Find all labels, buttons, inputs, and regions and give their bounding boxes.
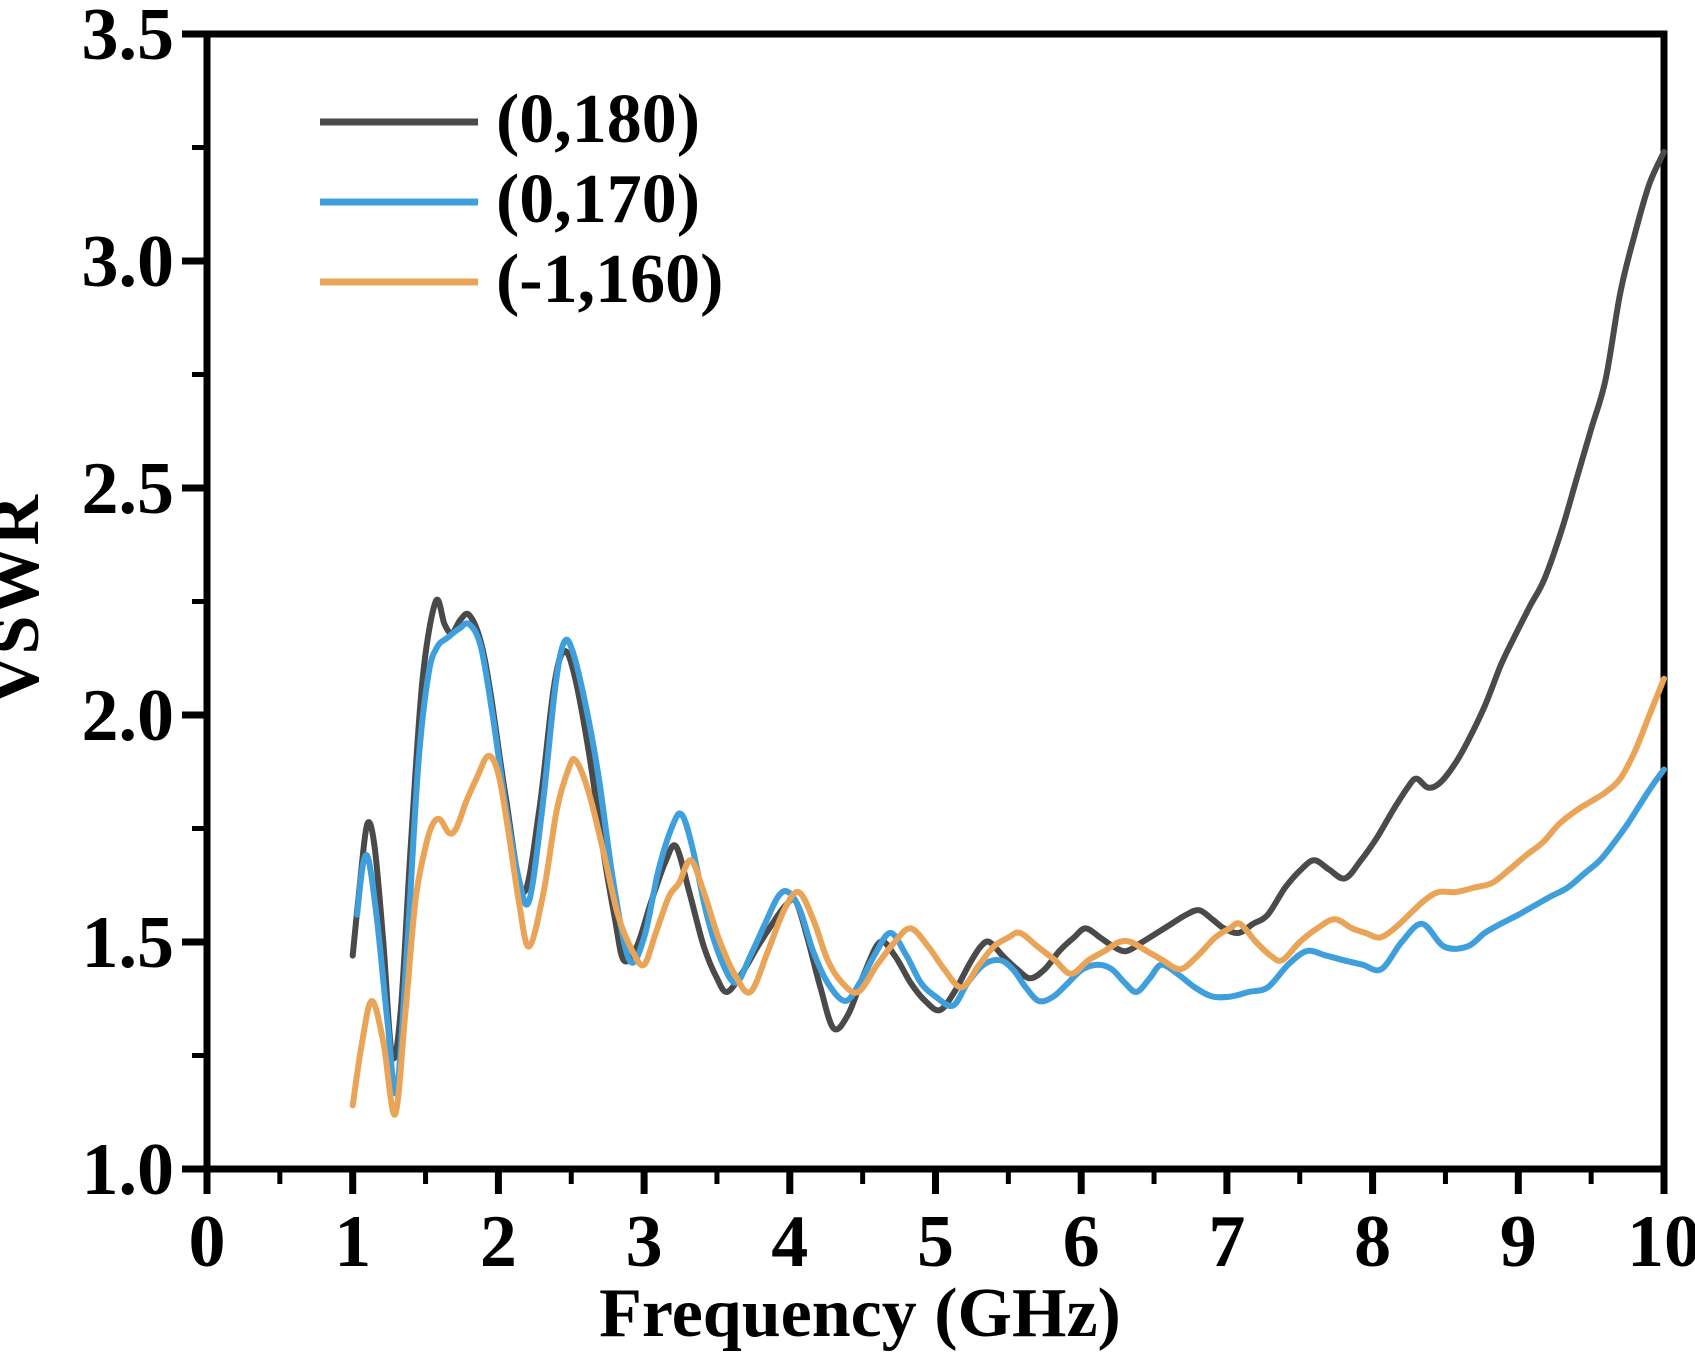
legend-row-neg1-160: (-1,160) (320, 241, 723, 318)
y-tick-label: 1.0 (82, 1129, 175, 1211)
legend-row-0-180: (0,180) (320, 81, 700, 158)
x-tick-label: 7 (1208, 1201, 1245, 1283)
y-axis-title: VSWR (0, 494, 54, 705)
x-tick-label: 9 (1500, 1201, 1537, 1283)
x-tick-label: 8 (1354, 1201, 1391, 1283)
y-tick-label: 3.0 (82, 221, 175, 303)
legend-label-0-170: (0,170) (496, 161, 700, 238)
x-tick-label: 5 (917, 1201, 954, 1283)
x-tick-label: 3 (626, 1201, 663, 1283)
x-tick-label: 0 (189, 1201, 226, 1283)
series-curve-(-1,160) (349, 675, 1667, 1118)
tick-labels: 0 1 2 3 4 5 6 7 8 9 10 1.0 1.5 2.0 2.5 3.0 3.5 (82, 0, 1695, 1283)
y-tick-label: 1.5 (82, 902, 175, 984)
y-tick-label: 2.5 (82, 448, 175, 530)
legend-row-0-170: (0,170) (320, 161, 700, 238)
x-tick-label: 6 (1063, 1201, 1100, 1283)
x-tick-label: 4 (771, 1201, 808, 1283)
legend-label-neg1-160: (-1,160) (496, 241, 723, 318)
legend-label-0-180: (0,180) (496, 81, 700, 158)
x-tick-label: 2 (480, 1201, 517, 1283)
x-axis-title: Frequency (GHz) (599, 1275, 1121, 1352)
x-tick-label: 1 (334, 1201, 371, 1283)
x-tick-label: 10 (1627, 1201, 1695, 1283)
y-tick-label: 3.5 (82, 0, 175, 76)
y-tick-label: 2.0 (82, 675, 175, 757)
series-curve-(0,170) (354, 620, 1667, 1097)
data-series (349, 149, 1667, 1118)
legend: (0,180) (0,170) (-1,160) (320, 81, 723, 318)
plot-frame (203, 30, 1668, 1173)
